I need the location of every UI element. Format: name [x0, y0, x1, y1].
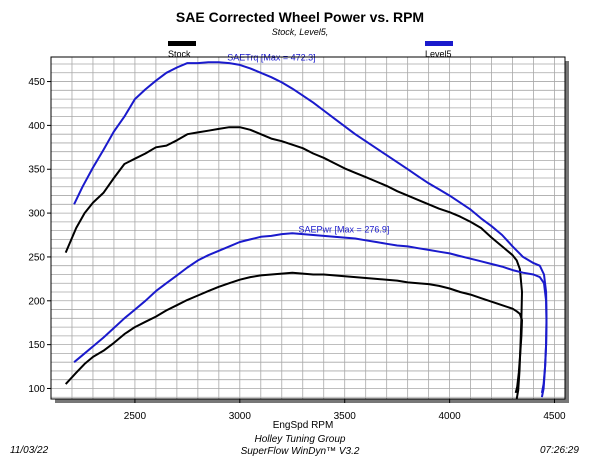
footer-time: 07:26:29: [540, 445, 579, 456]
annotation-layer: SAETrq [Max = 472.3] SAEPwr [Max = 276.9]: [227, 53, 389, 235]
axes: 2500 3000 3500 4000 4500 100 150 200 250 300 350 40…: [28, 56, 569, 422]
footer-company: Holley Tuning Group: [254, 434, 346, 445]
legend-swatch-stock: [168, 41, 196, 46]
series-line-level5-torque: [73, 61, 548, 398]
footer-date: 11/03/22: [10, 445, 49, 456]
y-tick-label: 350: [28, 165, 45, 176]
x-tick-label: 3500: [334, 411, 357, 422]
legend: Stock Level5: [168, 41, 453, 59]
y-tick-label: 150: [28, 340, 45, 351]
legend-label-stock: Stock: [168, 49, 191, 59]
series-line-stock-torque: [64, 126, 523, 400]
x-tick-label: 2500: [124, 411, 147, 422]
y-tick-label: 200: [28, 296, 45, 307]
annotation-label: SAEPwr [Max = 276.9]: [299, 224, 390, 234]
plot-frame: [50, 56, 566, 400]
x-tick-label: 4000: [438, 411, 461, 422]
x-axis-label: EngSpd RPM: [273, 420, 334, 431]
series-line-level5-power: [73, 232, 548, 394]
y-tick-label: 250: [28, 252, 45, 263]
y-tick-label: 450: [28, 77, 45, 88]
annotation-label: SAETrq [Max = 472.3]: [227, 53, 315, 63]
chart-title: SAE Corrected Wheel Power vs. RPM: [176, 9, 424, 25]
legend-label-level5: Level5: [425, 49, 452, 59]
x-tick-label: 3000: [229, 411, 252, 422]
plot-shadow-bottom: [55, 399, 569, 403]
y-tick-label: 100: [28, 384, 45, 395]
y-tick-label: 400: [28, 121, 45, 132]
footer-software: SuperFlow WinDyn™ V3.2: [240, 446, 360, 457]
y-tick-label: 300: [28, 209, 45, 220]
x-tick-label: 4500: [543, 411, 566, 422]
legend-swatch-level5: [425, 41, 453, 46]
chart-subtitle: Stock, Level5,: [272, 27, 329, 37]
series-line-stock-power: [64, 271, 523, 394]
series-layer: [64, 61, 548, 400]
plot-shadow-right: [565, 61, 569, 403]
